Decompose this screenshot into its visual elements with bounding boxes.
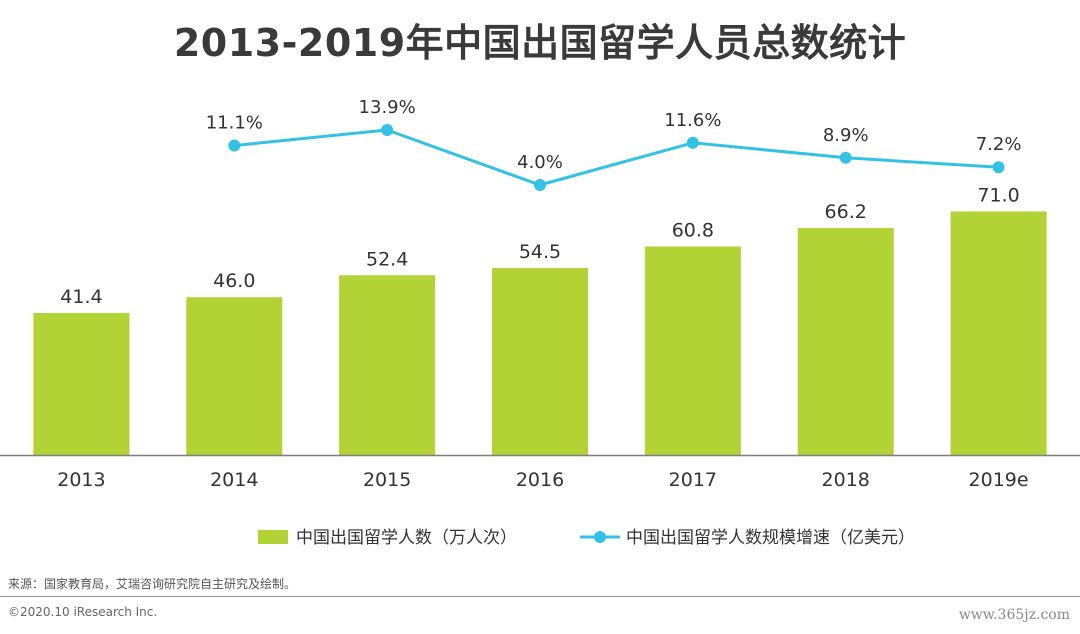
bar — [950, 211, 1047, 455]
bar — [644, 246, 741, 455]
line-data-labels: 11.1% 13.9% 4.0% 11.6% 8.9% 7.2% — [206, 97, 1022, 173]
bar-value-label: 60.8 — [672, 219, 714, 241]
x-tick-label: 2016 — [516, 469, 564, 491]
bar-value-label: 52.4 — [366, 248, 408, 270]
chart: 2013 2014 2015 2016 2017 2018 2019e 41.4 46.0 52… — [0, 97, 1080, 548]
growth-point — [839, 151, 852, 164]
legend-line-marker — [594, 531, 606, 543]
growth-value-label: 8.9% — [823, 125, 869, 146]
bar-data-labels: 41.4 46.0 52.4 54.5 60.8 66.2 71.0 — [60, 184, 1019, 308]
bar — [339, 275, 436, 455]
bar — [33, 312, 130, 455]
growth-point — [992, 161, 1005, 174]
bar-series — [33, 211, 1047, 455]
growth-value-label: 13.9% — [359, 97, 416, 118]
x-tick-label: 2017 — [669, 469, 717, 491]
growth-value-label: 11.6% — [664, 110, 721, 131]
legend: 中国出国留学人数（万人次） 中国出国留学人数规模增速（亿美元） — [258, 528, 915, 548]
x-tick-label: 2019e — [969, 469, 1029, 491]
growth-line — [234, 128, 999, 187]
legend-bar-label: 中国出国留学人数（万人次） — [296, 528, 517, 548]
growth-value-label: 4.0% — [517, 152, 563, 173]
chart-title: 2013-2019年中国出国留学人员总数统计 — [173, 21, 907, 65]
copyright-text: ©2020.10 iResearch Inc. — [8, 605, 158, 619]
x-tick-label: 2014 — [210, 469, 258, 491]
x-tick-label: 2013 — [57, 469, 105, 491]
growth-point — [381, 124, 394, 136]
x-tick-labels: 2013 2014 2015 2016 2017 2018 2019e — [57, 469, 1028, 491]
growth-value-label: 11.1% — [206, 113, 263, 134]
watermark-text: www.365jz.com — [958, 607, 1070, 623]
growth-value-label: 7.2% — [976, 134, 1022, 155]
legend-bar-swatch — [258, 530, 288, 544]
bar-value-label: 46.0 — [213, 270, 255, 292]
bar — [186, 297, 283, 455]
legend-line-label: 中国出国留学人数规模增速（亿美元） — [626, 528, 915, 548]
bar — [492, 268, 588, 455]
line-series — [228, 124, 1005, 191]
bar-value-label: 71.0 — [977, 184, 1019, 206]
growth-point — [686, 136, 699, 149]
x-tick-label: 2015 — [363, 469, 411, 491]
bar — [797, 227, 894, 455]
x-tick-label: 2018 — [822, 469, 870, 491]
growth-point — [534, 179, 546, 191]
source-note: 来源：国家教育局，艾瑞咨询研究院自主研究及绘制。 — [8, 577, 297, 591]
bar-value-label: 54.5 — [519, 241, 561, 263]
footer-divider — [0, 596, 1080, 597]
bar-value-label: 41.4 — [60, 286, 102, 308]
growth-point — [228, 139, 241, 152]
bar-value-label: 66.2 — [825, 201, 867, 223]
